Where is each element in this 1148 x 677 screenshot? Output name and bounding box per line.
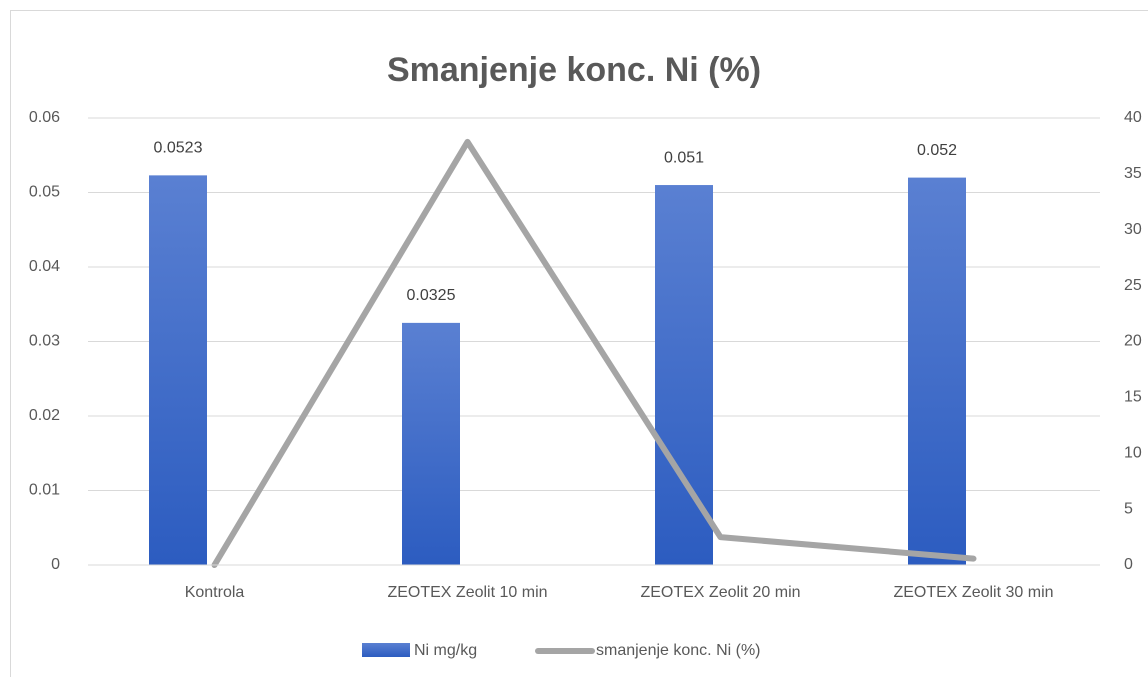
line-series bbox=[211, 138, 977, 568]
y-tick-label: 0.02 bbox=[29, 407, 60, 424]
x-tick-label: ZEOTEX Zeolit 30 min bbox=[893, 584, 1053, 601]
y2-tick-label: 0 bbox=[1124, 556, 1133, 573]
y2-tick-label: 15 bbox=[1124, 389, 1142, 406]
data-label: 0.052 bbox=[917, 142, 957, 159]
data-label: 0.0523 bbox=[154, 140, 203, 157]
y2-tick-label: 30 bbox=[1124, 221, 1142, 238]
y2-tick-label: 10 bbox=[1124, 444, 1142, 461]
legend-label: smanjenje konc. Ni (%) bbox=[596, 642, 761, 659]
y-tick-label: 0.03 bbox=[29, 333, 60, 350]
y-tick-label: 0.04 bbox=[29, 258, 60, 275]
chart-title: Smanjenje konc. Ni (%) bbox=[387, 51, 761, 89]
data-label: 0.0325 bbox=[407, 287, 456, 304]
y2-tick-label: 5 bbox=[1124, 500, 1133, 517]
y-tick-label: 0.05 bbox=[29, 184, 60, 201]
bar bbox=[402, 322, 460, 565]
x-tick-label: Kontrola bbox=[185, 584, 245, 601]
chart-border bbox=[10, 10, 1148, 677]
legend-swatch bbox=[362, 643, 410, 657]
y-tick-label: 0 bbox=[51, 556, 60, 573]
data-label: 0.051 bbox=[664, 149, 704, 166]
bar bbox=[149, 175, 207, 566]
y2-tick-label: 25 bbox=[1124, 277, 1142, 294]
bar bbox=[655, 185, 713, 566]
y2-tick-label: 40 bbox=[1124, 109, 1142, 126]
y2-tick-label: 20 bbox=[1124, 333, 1142, 350]
bar bbox=[908, 177, 966, 565]
y2-tick-label: 35 bbox=[1124, 165, 1142, 182]
y-tick-label: 0.06 bbox=[29, 109, 60, 126]
legend-label: Ni mg/kg bbox=[414, 642, 477, 659]
x-tick-label: ZEOTEX Zeolit 20 min bbox=[640, 584, 800, 601]
x-tick-label: ZEOTEX Zeolit 10 min bbox=[387, 584, 547, 601]
y-tick-label: 0.01 bbox=[29, 482, 60, 499]
